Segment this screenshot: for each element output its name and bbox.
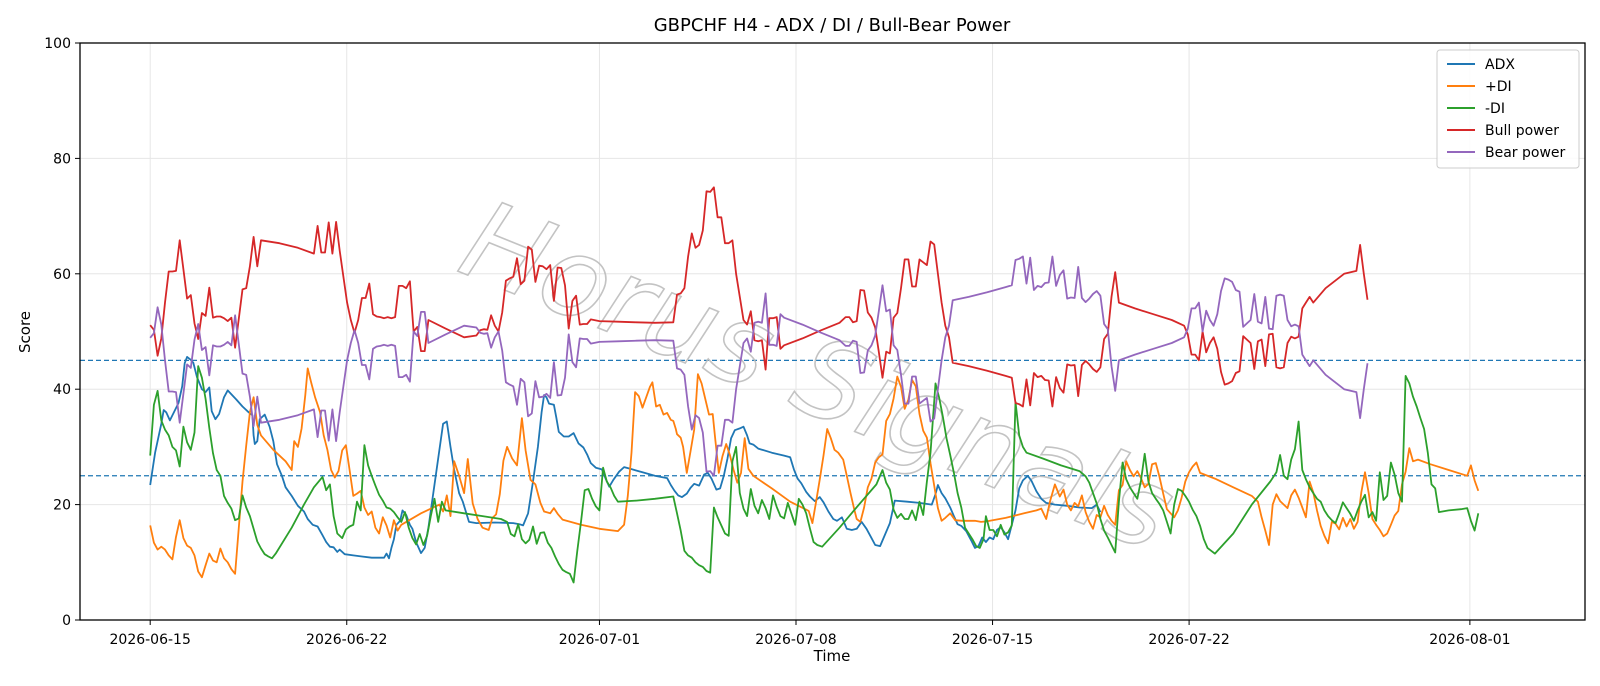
watermark: Horus Signals xyxy=(444,175,1191,577)
y-tick-label: 40 xyxy=(53,382,71,398)
x-tick-label: 2026-06-15 xyxy=(110,632,191,648)
legend-label: -DI xyxy=(1485,101,1505,117)
x-tick-label: 2026-07-15 xyxy=(952,632,1033,648)
chart-title: GBPCHF H4 - ADX / DI / Bull-Bear Power xyxy=(654,15,1011,36)
y-tick-label: 20 xyxy=(53,498,71,514)
x-tick-label: 2026-06-22 xyxy=(306,632,387,648)
plot-frame xyxy=(79,42,1586,621)
x-tick-label: 2026-07-08 xyxy=(755,632,836,648)
y-tick-label: 0 xyxy=(62,613,71,629)
y-axis-ticks: 0 20 40 60 80 100 xyxy=(44,36,80,629)
legend: ADX +DI -DI Bull power Bear power xyxy=(1436,49,1580,169)
legend-box xyxy=(1436,49,1580,169)
y-tick-label: 100 xyxy=(44,36,71,52)
x-tick-label: 2026-08-01 xyxy=(1429,632,1510,648)
legend-label: ADX xyxy=(1485,57,1515,73)
y-axis-title: Score xyxy=(16,311,34,353)
series-line-di xyxy=(149,365,1480,584)
series-line-di xyxy=(149,367,1480,579)
reference-lines xyxy=(80,359,1585,477)
watermark-text: Horus Signals xyxy=(445,175,1191,576)
series-line-bull-power xyxy=(149,186,1369,408)
x-tick-label: 2026-07-01 xyxy=(559,632,640,648)
series-line-bear-power xyxy=(149,255,1369,477)
legend-label: +DI xyxy=(1485,79,1512,95)
series-lines xyxy=(149,186,1480,584)
y-tick-label: 80 xyxy=(53,151,71,167)
x-axis-ticks: 2026-06-15 2026-06-22 2026-07-01 2026-07-08… xyxy=(110,620,1511,648)
x-tick-label: 2026-07-22 xyxy=(1148,632,1229,648)
legend-label: Bull power xyxy=(1485,123,1559,139)
legend-label: Bear power xyxy=(1485,145,1566,161)
y-tick-label: 60 xyxy=(53,267,71,283)
x-axis-title: Time xyxy=(813,647,851,665)
